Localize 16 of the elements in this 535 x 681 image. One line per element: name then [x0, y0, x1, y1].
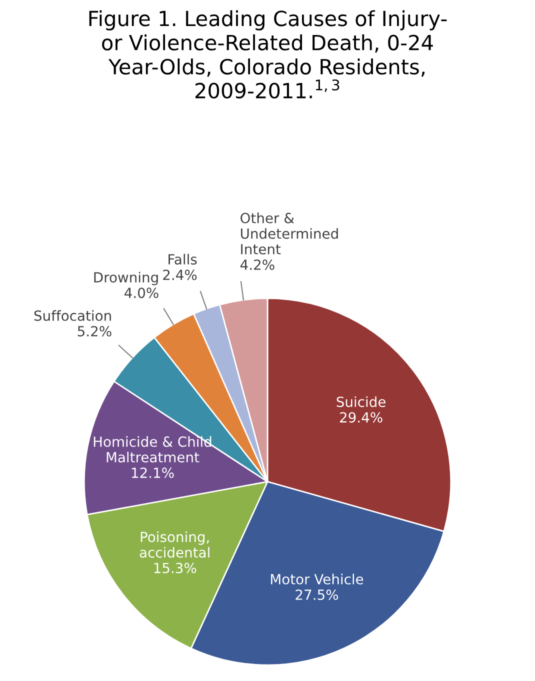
slice-label: Suicide: [336, 396, 386, 408]
slice-label: Motor Vehicle: [271, 574, 364, 584]
slice-label: Falls: [168, 254, 197, 265]
chart-title: Figure 1. Leading Causes of Injury- or Violence-Related Death, 0-24 Year-Olds, Colorado Residents, 2009-2011.$^{1,3}$: [89, 10, 447, 99]
data-label: 15.3%: [154, 562, 196, 574]
slice-label: Other & Undetermined Intent: [240, 212, 338, 254]
slice-label: Drowning: [94, 272, 158, 286]
data-label: 4.2%: [240, 259, 274, 270]
slice-label: Poisoning, accidental: [140, 531, 210, 558]
data-label: 12.1%: [132, 468, 174, 478]
slice-label: Suffocation: [34, 310, 111, 321]
data-label: 27.5%: [296, 589, 338, 600]
data-label: 2.4%: [163, 270, 197, 280]
data-label: 29.4%: [340, 412, 382, 423]
data-label: 4.0%: [124, 288, 158, 298]
data-label: 5.2%: [78, 326, 112, 336]
